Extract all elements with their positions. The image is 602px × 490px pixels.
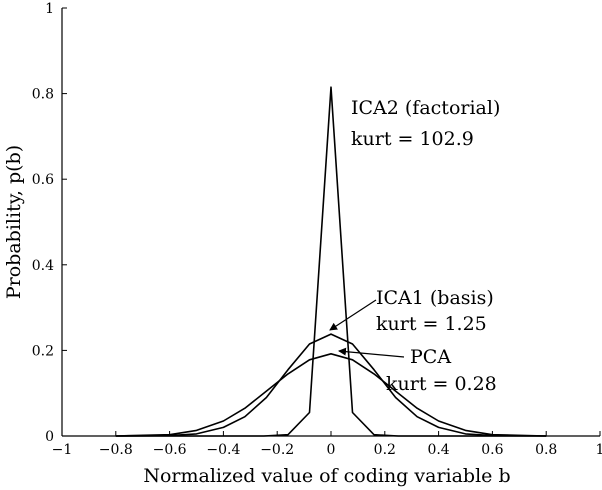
x-tick-label: −1 bbox=[52, 442, 73, 458]
x-tick-label: 0.8 bbox=[535, 442, 557, 458]
annotation-ica2-name: ICA2 (factorial) bbox=[351, 97, 500, 119]
y-ticks: 0 0.2 0.4 0.6 0.8 1 bbox=[32, 1, 67, 445]
x-tick-label: 0 bbox=[327, 442, 336, 458]
annotation-ica2: ICA2 (factorial) kurt = 102.9 bbox=[351, 97, 500, 150]
annotation-pca-name: PCA bbox=[410, 346, 451, 368]
x-ticks: −1 −0.8 −0.6 −0.4 −0.2 0 0.2 0.4 0.6 0.8 1 bbox=[52, 431, 602, 458]
series-layer bbox=[115, 86, 547, 437]
y-tick-label: 0.2 bbox=[32, 343, 54, 359]
y-tick-label: 0.6 bbox=[32, 172, 54, 188]
y-tick-label: 0.4 bbox=[32, 258, 54, 274]
annotation-ica1-name: ICA1 (basis) bbox=[376, 287, 494, 309]
series-line-ica1 bbox=[115, 333, 547, 437]
annotation-pca-arrow bbox=[338, 347, 405, 358]
annotation-ica1: ICA1 (basis) kurt = 1.25 bbox=[329, 287, 494, 335]
x-tick-label: 0.6 bbox=[481, 442, 503, 458]
y-tick-label: 0.8 bbox=[32, 87, 54, 103]
annotation-pca: PCA kurt = 0.28 bbox=[338, 346, 497, 395]
x-tick-label: −0.6 bbox=[153, 442, 187, 458]
x-tick-label: 1 bbox=[596, 442, 602, 458]
x-tick-label: 0.4 bbox=[427, 442, 449, 458]
series-line-pca bbox=[115, 352, 547, 437]
x-tick-label: 0.2 bbox=[374, 442, 396, 458]
x-axis-title: Normalized value of coding variable b bbox=[143, 465, 510, 487]
x-tick-label: −0.2 bbox=[260, 442, 294, 458]
series-line-ica2 bbox=[115, 86, 547, 437]
annotation-ica1-stat: kurt = 1.25 bbox=[376, 313, 487, 335]
annotation-ica1-arrow bbox=[329, 299, 377, 331]
annotation-pca-stat: kurt = 0.28 bbox=[386, 373, 497, 395]
x-tick-label: −0.8 bbox=[99, 442, 133, 458]
y-tick-label: 1 bbox=[45, 1, 54, 17]
x-tick-label: −0.4 bbox=[206, 442, 240, 458]
y-tick-label: 0 bbox=[45, 429, 54, 445]
annotation-ica2-stat: kurt = 102.9 bbox=[351, 128, 474, 150]
y-axis-title: Probability, p(b) bbox=[3, 145, 25, 299]
